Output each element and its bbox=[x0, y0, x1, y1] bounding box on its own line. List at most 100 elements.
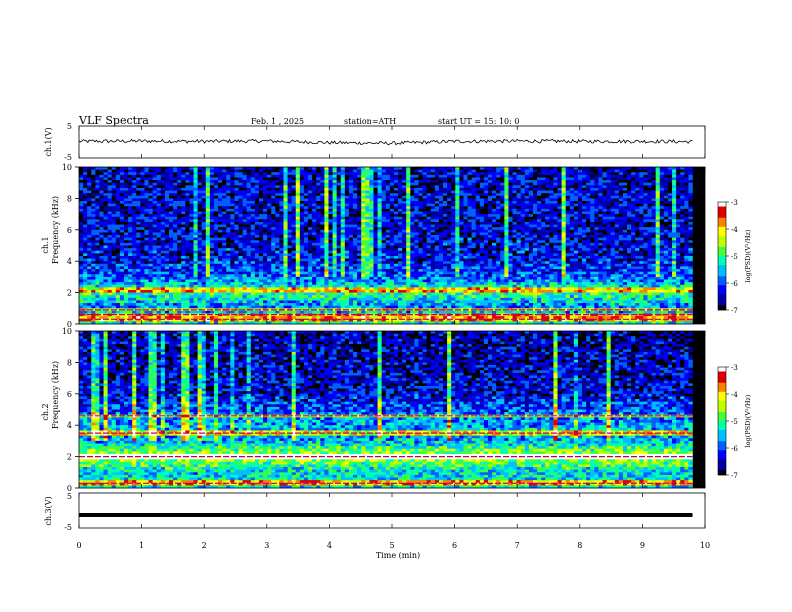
spectrogram-cell bbox=[487, 182, 493, 186]
spectrogram-cell bbox=[132, 242, 137, 246]
spectrogram-cell bbox=[479, 248, 485, 252]
spectrogram-cell bbox=[234, 248, 239, 252]
spectrogram-cell bbox=[590, 185, 595, 189]
spectrogram-cell bbox=[156, 190, 162, 194]
spectrogram-cell bbox=[602, 187, 607, 191]
spectrogram-cell bbox=[393, 201, 399, 204]
spectrogram-cell bbox=[79, 172, 84, 176]
spectrogram-cell bbox=[672, 232, 677, 236]
spectrogram-cell bbox=[655, 240, 661, 244]
spectrogram-cell bbox=[263, 167, 268, 170]
spectrogram-cell bbox=[680, 235, 685, 238]
spectrogram-cell bbox=[508, 174, 513, 178]
spectrogram-cell bbox=[234, 177, 239, 181]
spectrogram-cell bbox=[119, 250, 125, 254]
spectrogram-cell bbox=[238, 169, 243, 173]
spectrogram-cell bbox=[688, 214, 693, 218]
spectrogram-cell bbox=[115, 240, 121, 244]
spectrogram-cell bbox=[250, 203, 256, 207]
spectrogram-cell bbox=[193, 250, 198, 254]
spectrogram-cell bbox=[402, 208, 407, 212]
spectrogram-cell bbox=[381, 169, 387, 173]
spectrogram-cell bbox=[209, 240, 215, 244]
spectrogram-cell bbox=[324, 214, 329, 218]
spectrogram-cell bbox=[622, 169, 628, 173]
spectrogram-cell bbox=[500, 221, 505, 225]
spectrogram-cell bbox=[565, 235, 571, 238]
spectrogram-cell bbox=[99, 219, 104, 223]
spectrogram-cell bbox=[308, 174, 313, 178]
spectrogram-cell bbox=[561, 229, 566, 233]
spectrogram-cell bbox=[181, 198, 186, 202]
spectrogram-cell bbox=[83, 169, 88, 173]
spectrogram-cell bbox=[663, 242, 669, 246]
spectrogram-cell bbox=[164, 174, 170, 178]
spectrogram-cell bbox=[271, 250, 276, 254]
spectrogram-cell bbox=[639, 229, 644, 233]
spectrogram-cell bbox=[418, 235, 423, 238]
spectrogram-cell bbox=[451, 211, 456, 215]
spectrogram-cell bbox=[107, 174, 113, 178]
spectrogram-cell bbox=[463, 221, 468, 225]
spectrogram-cell bbox=[537, 190, 542, 194]
spectrogram-cell bbox=[201, 182, 207, 186]
spectrogram-cell bbox=[254, 169, 260, 173]
spectrogram-cell bbox=[381, 195, 387, 199]
spectrogram-cell bbox=[177, 250, 182, 254]
spectrogram-cell bbox=[418, 221, 423, 225]
spectrogram-cell bbox=[447, 193, 452, 197]
spectrogram-cell bbox=[516, 240, 522, 244]
spectrogram-cell bbox=[496, 224, 501, 228]
spectrogram-cell bbox=[365, 206, 370, 210]
spectrogram-cell bbox=[357, 195, 362, 199]
spectrogram-cell bbox=[308, 237, 313, 241]
spectrogram-cell bbox=[336, 167, 342, 170]
spectrogram-cell bbox=[487, 206, 493, 210]
spectrogram-cell bbox=[209, 190, 215, 194]
spectrogram-cell bbox=[402, 237, 407, 241]
spectrogram-cell bbox=[586, 240, 591, 244]
spectrogram-cell bbox=[451, 242, 456, 246]
spectrogram-cell bbox=[672, 190, 677, 194]
spectrogram-cell bbox=[332, 180, 337, 183]
spectrogram-cell bbox=[324, 235, 329, 238]
spectrogram-cell bbox=[189, 214, 194, 218]
spectrogram-cell bbox=[467, 242, 472, 246]
spectrogram-cell bbox=[377, 169, 382, 173]
spectrogram-cell bbox=[115, 169, 121, 173]
spectrogram-cell bbox=[447, 201, 452, 204]
spectrogram-cell bbox=[610, 167, 616, 170]
spectrogram-cell bbox=[438, 245, 444, 249]
spectrogram-cell bbox=[369, 201, 374, 204]
spectrogram-cell bbox=[87, 227, 92, 231]
spectrogram-cell bbox=[377, 203, 382, 207]
spectrogram-cell bbox=[614, 219, 620, 223]
spectrogram-cell bbox=[193, 242, 198, 246]
spectrogram-cell bbox=[573, 185, 579, 189]
spectrogram-cell bbox=[173, 185, 178, 189]
spectrogram-cell bbox=[582, 224, 587, 228]
spectrogram-cell bbox=[586, 232, 591, 236]
spectrogram-cell bbox=[389, 180, 395, 183]
spectrogram-cell bbox=[512, 198, 517, 202]
spectrogram-cell bbox=[655, 245, 661, 249]
spectrogram-cell bbox=[610, 242, 616, 246]
spectrogram-cell bbox=[500, 177, 505, 181]
spectrogram-cell bbox=[128, 174, 133, 178]
spectrogram-cell bbox=[320, 185, 325, 189]
spectrogram-cell bbox=[537, 237, 542, 241]
spectrogram-cell bbox=[324, 169, 329, 173]
spectrogram-cell bbox=[512, 169, 517, 173]
spectrogram-cell bbox=[79, 198, 84, 202]
spectrogram-cell bbox=[487, 180, 493, 183]
spectrogram-cell bbox=[410, 232, 415, 236]
spectrogram-cell bbox=[557, 201, 562, 204]
spectrogram-cell bbox=[487, 237, 493, 241]
spectrogram-cell bbox=[549, 229, 554, 233]
spectrogram-cell bbox=[663, 172, 669, 176]
spectrogram-cell bbox=[655, 235, 661, 238]
spectrogram-cell bbox=[344, 248, 350, 252]
spectrogram-cell bbox=[291, 177, 297, 181]
spectrogram-cell bbox=[577, 180, 583, 183]
spectrogram-cell bbox=[140, 195, 145, 199]
